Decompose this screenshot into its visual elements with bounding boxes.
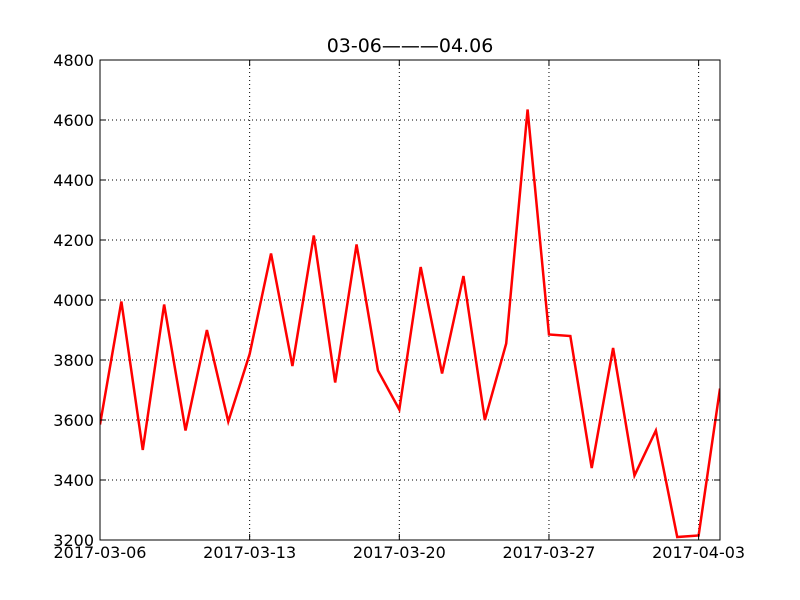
x-tick-label: 2017-03-06 — [54, 543, 147, 562]
ticks — [99, 59, 720, 541]
y-tick-label: 4600 — [53, 111, 94, 130]
chart-title: 03-06———04.06 — [327, 35, 494, 57]
y-tick-label: 4000 — [53, 291, 94, 310]
x-tick-label: 2017-04-03 — [652, 543, 745, 562]
x-tick-label: 2017-03-27 — [502, 543, 595, 562]
x-tick-label: 2017-03-13 — [203, 543, 296, 562]
y-tick-label: 4200 — [53, 231, 94, 250]
y-tick-label: 3200 — [53, 531, 94, 550]
y-tick-label: 3400 — [53, 471, 94, 490]
y-tick-label: 4800 — [53, 51, 94, 70]
tick-labels: 3200 3400 3600 3800 4000 4200 4400 4600 4800 2017… — [53, 51, 745, 562]
series-line — [100, 109, 720, 539]
x-tick-label: 2017-03-20 — [353, 543, 446, 562]
y-tick-label: 3800 — [53, 351, 94, 370]
y-tick-label: 3600 — [53, 411, 94, 430]
y-tick-label: 4400 — [53, 171, 94, 190]
